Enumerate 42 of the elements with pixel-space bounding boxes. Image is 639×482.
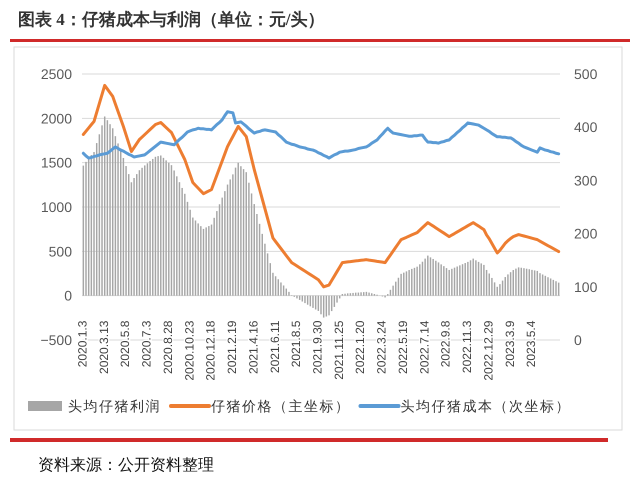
x-tick-label: 2023.3.9: [502, 320, 517, 368]
text: 资料来源：公开资料整理: [38, 456, 214, 474]
y-tick-label: 2500: [40, 66, 72, 82]
x-tick-label: 2020.3.13: [96, 320, 111, 374]
x-tick-label: 2022.7.14: [417, 320, 432, 374]
x-tick-label: 2022.11.3: [460, 320, 474, 374]
y2-tick-label: 100: [574, 278, 598, 295]
x-tick-label: 2020.5.8: [118, 320, 132, 368]
y2-tick-label: 200: [574, 226, 598, 242]
y-tick-label: 1000: [40, 199, 72, 215]
y2-tick-label: 0: [574, 332, 582, 348]
x-tick-label: 2021.4.16: [246, 320, 260, 374]
x-tick-label: 2023.5.4: [524, 320, 538, 368]
x-tick-label: 2022.9.8: [438, 320, 453, 368]
y-tick-label: −500: [40, 332, 72, 348]
y-tick-label: 0: [64, 288, 72, 304]
line-series: [82, 110, 560, 160]
y2-tick-label: 400: [574, 119, 598, 136]
legend-label: 头均仔猪成本（次坐标）: [400, 399, 571, 415]
x-tick-label: 2020.8.28: [160, 320, 175, 374]
y2-tick-label: 300: [574, 172, 598, 188]
x-tick-label: 2022.1.20: [353, 320, 368, 374]
y2-tick-label: 500: [574, 66, 598, 82]
x-tick-label: 2020.7.3: [140, 320, 154, 368]
y-tick-label: 500: [48, 243, 72, 260]
x-tick-label: 2021.9.30: [310, 320, 324, 374]
y-tick-label: 2000: [40, 110, 72, 126]
x-tick-label: 2020.1.3: [76, 320, 90, 368]
line-series: [82, 84, 560, 288]
x-tick-label: 2020.10.23: [182, 320, 196, 381]
y-tick-label: 1500: [40, 154, 72, 171]
chart-title: 图表 4：仔猪成本与利润（单位：元/头）: [18, 10, 324, 29]
x-tick-label: 2021.8.5: [289, 320, 304, 368]
x-tick-label: 2022.12.29: [481, 320, 496, 381]
x-tick-label: 2021.11.25: [332, 320, 346, 380]
x-tick-label: 2022.3.24: [374, 320, 389, 374]
x-tick-label: 2022.5.19: [396, 320, 410, 374]
x-tick-label: 2021.6.11: [268, 320, 282, 374]
x-tick-label: 2021.2.19: [225, 320, 240, 374]
x-tick-label: 2020.12.18: [204, 320, 218, 381]
legend-label: 仔猪价格（主坐标）: [211, 399, 350, 415]
legend-label: 头均仔猪利润: [68, 399, 161, 415]
